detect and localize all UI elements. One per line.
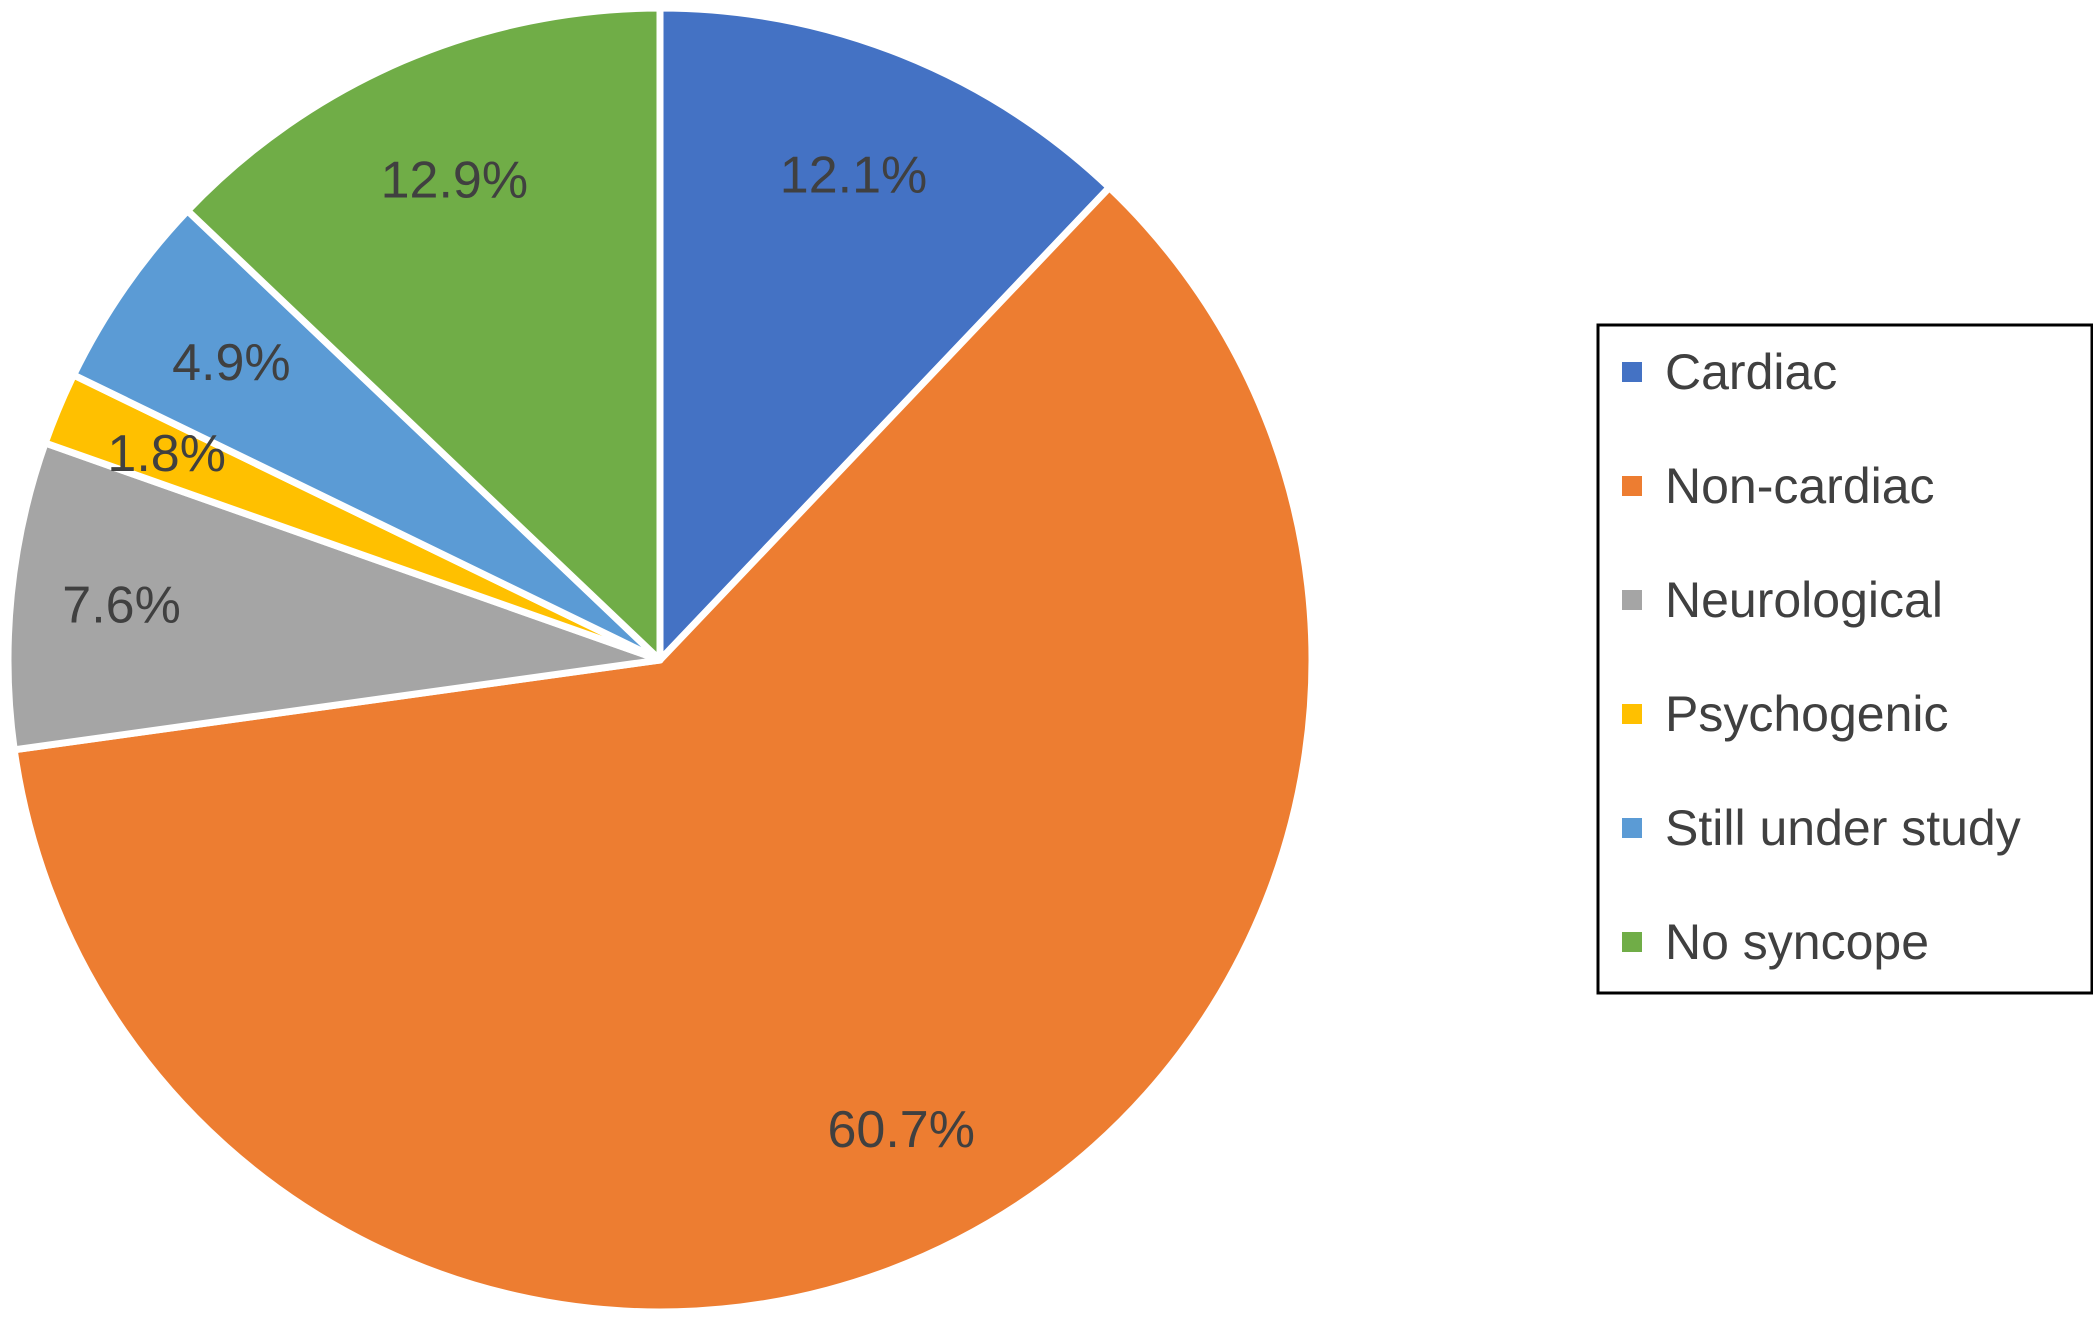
data-label-no-syncope: 12.9% (381, 152, 528, 210)
legend-label-neurological: Neurological (1665, 572, 1943, 628)
legend-item-psychogenic: Psychogenic (1622, 686, 1949, 742)
legend-item-neurological: Neurological (1622, 572, 1943, 628)
data-label-neurological: 7.6% (62, 577, 181, 635)
legend-swatch-no-syncope (1622, 932, 1642, 952)
legend-label-cardiac: Cardiac (1665, 344, 1837, 400)
legend-item-no-syncope: No syncope (1622, 914, 1929, 970)
legend-swatch-still-under-study (1622, 818, 1642, 838)
data-label-cardiac: 12.1% (780, 147, 927, 205)
pie-slice-still-under-study (70, 207, 664, 664)
legend: Cardiac Non-cardiac Neurological Psychogeni… (1596, 323, 2093, 995)
legend-swatch-non-cardiac (1622, 476, 1642, 496)
legend-swatch-neurological (1622, 590, 1642, 610)
legend-box (1596, 323, 2093, 995)
pie-slice-cardiac (656, 4, 1113, 664)
legend-label-no-syncope: No syncope (1665, 914, 1929, 970)
legend-item-still-under-study: Still under study (1622, 800, 2021, 856)
pie-slice-neurological (4, 439, 664, 754)
data-label-still-under-study: 4.9% (172, 334, 291, 392)
data-label-non-cardiac: 60.7% (828, 1101, 975, 1159)
legend-swatch-cardiac (1622, 362, 1642, 382)
pie-labels: 12.1% 60.7% 7.6% 1.8% 4.9% 12.9% (62, 147, 975, 1159)
pie-slice-non-cardiac (10, 184, 1316, 1316)
legend-item-cardiac: Cardiac (1622, 344, 1837, 400)
pie-slices (4, 4, 1316, 1316)
data-label-psychogenic: 1.8% (107, 425, 226, 483)
legend-item-non-cardiac: Non-cardiac (1622, 458, 1935, 514)
legend-label-still-under-study: Still under study (1665, 800, 2021, 856)
pie-slice-no-syncope (184, 4, 664, 664)
legend-label-psychogenic: Psychogenic (1665, 686, 1949, 742)
legend-swatch-psychogenic (1622, 704, 1642, 724)
legend-label-non-cardiac: Non-cardiac (1665, 458, 1935, 514)
